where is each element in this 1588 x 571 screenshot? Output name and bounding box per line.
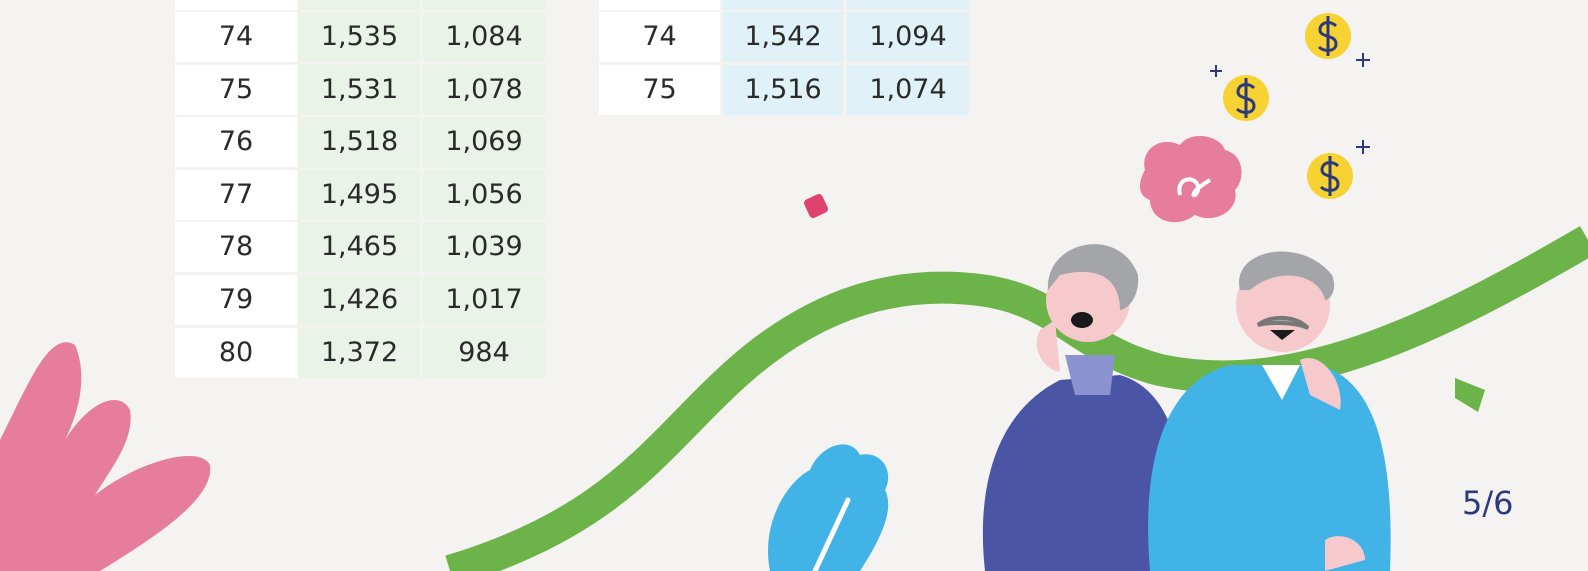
table-cell: 1,531 [299, 65, 420, 115]
table-cell: 1,516 [723, 65, 843, 115]
table-cell: 1,372 [299, 328, 420, 378]
table-cell: 74 [599, 12, 720, 62]
table-cell: 1,495 [299, 170, 420, 220]
table-cell [299, 0, 420, 10]
blue-leaf [768, 444, 888, 571]
table-cell: 1,069 [423, 117, 545, 167]
table-cell: 1,465 [299, 222, 420, 272]
table-cell: 984 [423, 328, 545, 378]
table-cell: 1,017 [423, 275, 545, 325]
table-cell: 1,078 [423, 65, 545, 115]
table-cell: 1,056 [423, 170, 545, 220]
table-cell: 1,039 [423, 222, 545, 272]
table-cell: 79 [175, 275, 297, 325]
table-cell: 75 [175, 65, 297, 115]
table-cell: 75 [599, 65, 720, 115]
table-cell [175, 0, 297, 10]
table-cell: 1,518 [299, 117, 420, 167]
table-cell: 1,094 [847, 12, 969, 62]
table-cell: 78 [175, 222, 297, 272]
page-number: 5/6 [1462, 484, 1514, 522]
slide: 741,5351,084751,5311,078761,5181,069771,… [0, 0, 1588, 571]
confetti [1455, 378, 1485, 412]
table-cell: 1,074 [847, 65, 969, 115]
confetti [803, 193, 830, 220]
table-cell: 77 [175, 170, 297, 220]
table-cell: 80 [175, 328, 297, 378]
table-cell: 1,426 [299, 275, 420, 325]
table-cell: 1,542 [723, 12, 843, 62]
table-cell [723, 0, 843, 10]
table-cell: 76 [175, 117, 297, 167]
table-cell: 1,084 [423, 12, 545, 62]
table-cell [599, 0, 720, 10]
table-cell [423, 0, 545, 10]
table-cell [847, 0, 969, 10]
table-cell: 74 [175, 12, 297, 62]
table-cell: 1,535 [299, 12, 420, 62]
